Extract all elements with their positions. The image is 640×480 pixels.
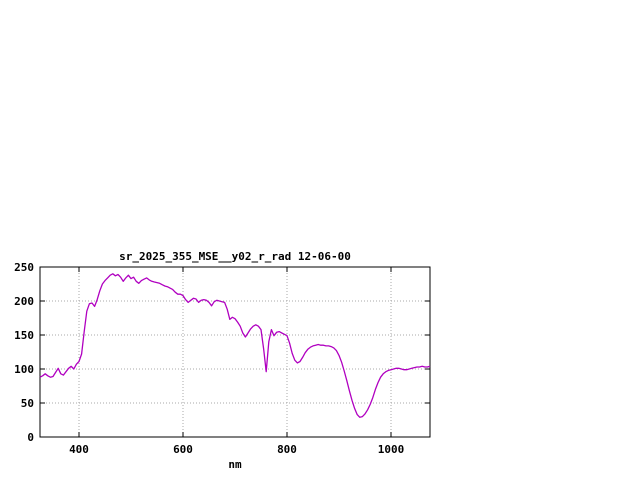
y-tick-label: 100 (14, 363, 34, 376)
x-tick-label: 600 (173, 443, 193, 456)
x-axis-label: nm (228, 458, 242, 471)
x-tick-label: 1000 (378, 443, 405, 456)
x-tick-label: 800 (277, 443, 297, 456)
y-tick-label: 0 (27, 431, 34, 444)
y-tick-label: 50 (21, 397, 34, 410)
x-tick-label: 400 (69, 443, 89, 456)
plot-border (39, 266, 431, 438)
y-tick-label: 150 (14, 329, 34, 342)
y-tick-label: 200 (14, 295, 34, 308)
plot-title: sr_2025_355_MSE__y02_r_rad 12-06-00 (119, 250, 351, 263)
y-tick-label: 250 (14, 261, 34, 274)
spectrum-line (39, 273, 431, 418)
